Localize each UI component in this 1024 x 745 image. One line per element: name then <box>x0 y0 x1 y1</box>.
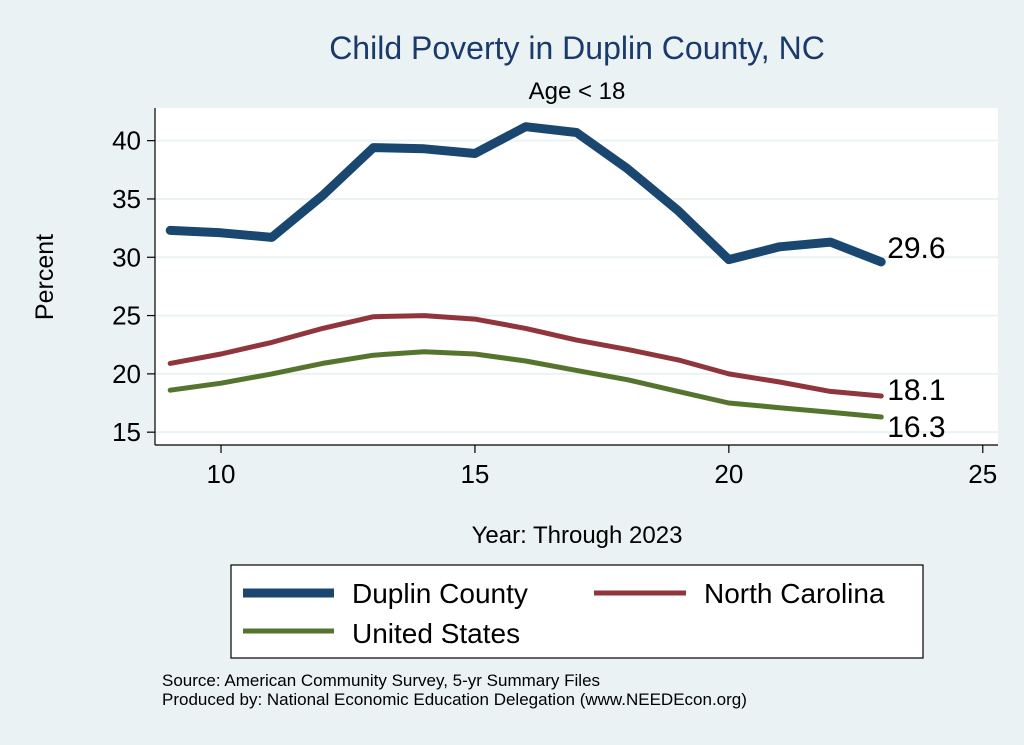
y-axis-label: Percent <box>31 234 59 320</box>
series-line-duplin-county <box>165 122 886 267</box>
legend-label-north-carolina: North Carolina <box>704 578 885 609</box>
chart-title: Child Poverty in Duplin County, NC <box>329 30 825 66</box>
produced-by-note: Produced by: National Economic Education… <box>162 690 747 709</box>
x-axis-label: Year: Through 2023 <box>472 522 683 549</box>
legend-label-united-states: United States <box>352 618 520 649</box>
legend: Duplin County North Carolina United Stat… <box>230 564 924 659</box>
footer: Source: American Community Survey, 5-yr … <box>162 671 747 709</box>
y-axis-ticks: 15 20 25 30 35 40 <box>112 126 155 447</box>
end-label-united-states: 16.3 <box>887 411 945 444</box>
end-marker-united-states <box>878 414 884 420</box>
y-tick-label-25: 25 <box>112 301 141 331</box>
y-tick-label-35: 35 <box>112 184 141 214</box>
x-tick-label-25: 25 <box>968 459 997 489</box>
legend-box <box>230 564 924 659</box>
y-tick-label-20: 20 <box>112 359 141 389</box>
y-tick-label-40: 40 <box>112 126 141 156</box>
series-line-united-states <box>167 349 884 420</box>
chart-subtitle: Age < 18 <box>529 78 626 105</box>
source-note: Source: American Community Survey, 5-yr … <box>162 671 601 690</box>
legend-label-duplin-county: Duplin County <box>352 578 528 609</box>
end-label-north-carolina: 18.1 <box>887 374 945 407</box>
x-tick-label-10: 10 <box>207 459 236 489</box>
series-line-north-carolina <box>167 313 884 399</box>
series-lines <box>165 122 886 420</box>
end-label-duplin-county: 29.6 <box>887 232 945 265</box>
end-marker-duplin-county <box>878 259 884 265</box>
x-axis-ticks: 10 15 20 25 <box>207 445 997 489</box>
x-tick-label-15: 15 <box>460 459 489 489</box>
x-tick-label-20: 20 <box>714 459 743 489</box>
end-labels: 29.6 18.1 16.3 <box>878 232 946 444</box>
end-marker-north-carolina <box>878 393 884 399</box>
y-tick-label-30: 30 <box>112 242 141 272</box>
y-tick-label-15: 15 <box>112 417 141 447</box>
plot-area <box>155 108 998 445</box>
